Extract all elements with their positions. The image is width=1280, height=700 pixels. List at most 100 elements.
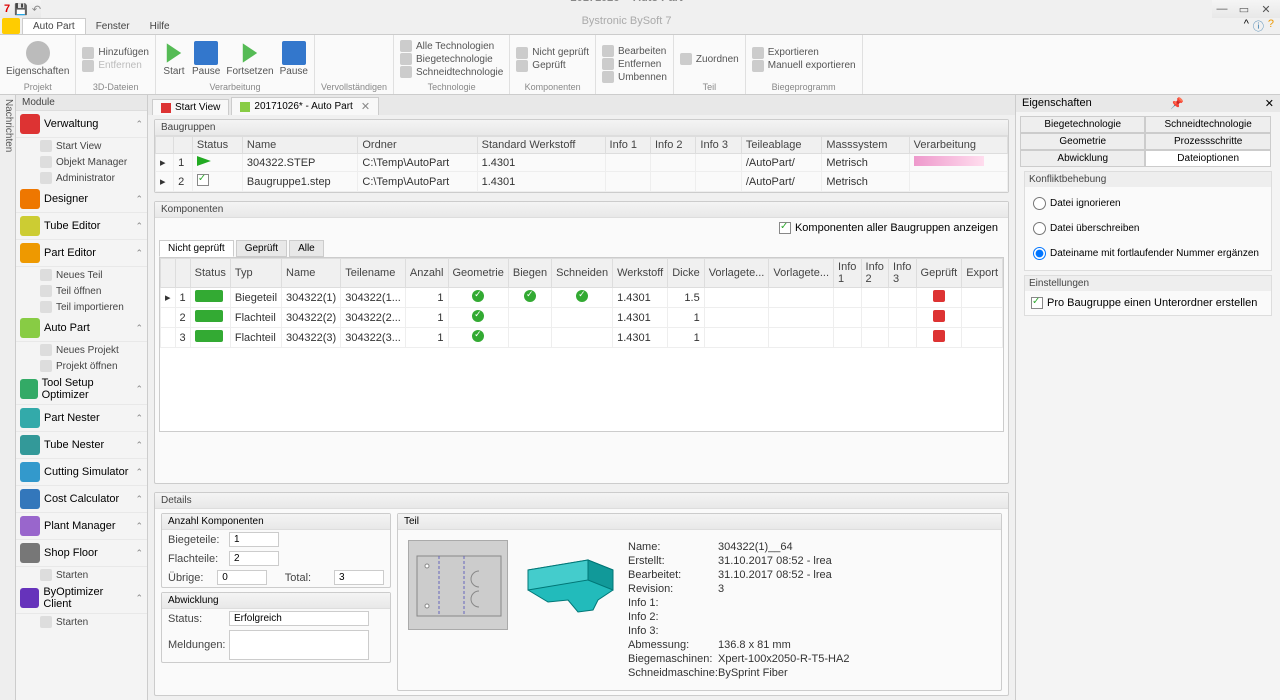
bg-col[interactable]: Info 2 <box>650 137 695 154</box>
k-col[interactable]: Name <box>282 259 341 288</box>
subfolder-checkbox[interactable] <box>1031 297 1043 309</box>
prop-tab-Abwicklung[interactable]: Abwicklung <box>1020 150 1145 167</box>
module-sub-Projekt öffnen[interactable]: Projekt öffnen <box>16 358 147 374</box>
ribbon-Alle Technologien[interactable]: Alle Technologien <box>400 40 503 52</box>
menu-tab-Auto Part[interactable]: Auto Part <box>22 18 86 34</box>
bg-col[interactable]: Masssystem <box>822 137 909 154</box>
module-Tool Setup Optimizer[interactable]: Tool Setup Optimizer⌃ <box>16 374 147 405</box>
doc-tab[interactable]: 20171026* - Auto Part✕ <box>231 97 379 115</box>
module-sub-Administrator[interactable]: Administrator <box>16 170 147 186</box>
ribbon-Bearbeiten[interactable]: Bearbeiten <box>602 45 667 57</box>
module-Verwaltung[interactable]: Verwaltung⌃ <box>16 111 147 138</box>
k-col[interactable]: Dicke <box>668 259 705 288</box>
prop-tab-Dateioptionen[interactable]: Dateioptionen <box>1145 150 1270 167</box>
ribbon-Start[interactable]: Start <box>162 41 186 77</box>
komp-tab-Alle[interactable]: Alle <box>289 240 324 257</box>
bg-col[interactable]: Info 1 <box>605 137 650 154</box>
table-row[interactable]: 3Flachteil304322(3)304322(3...11.43011 <box>161 328 1003 348</box>
k-col[interactable]: Typ <box>230 259 281 288</box>
module-Tube Editor[interactable]: Tube Editor⌃ <box>16 213 147 240</box>
ribbon-Entfernen[interactable]: Entfernen <box>602 58 667 70</box>
k-col[interactable]: Geprüft <box>916 259 962 288</box>
menu-tab-Hilfe[interactable]: Hilfe <box>140 19 180 34</box>
module-sub-Starten[interactable]: Starten <box>16 614 147 630</box>
help-ribbon-icon[interactable]: ^ <box>1244 18 1249 34</box>
ribbon-Hinzufügen[interactable]: Hinzufügen <box>82 47 149 59</box>
bg-col[interactable]: Verarbeitung <box>909 137 1007 154</box>
prop-tab-Schneidtechnologie[interactable]: Schneidtechnologie <box>1145 116 1270 133</box>
k-col[interactable]: Teilename <box>341 259 406 288</box>
bg-col[interactable]: Info 3 <box>696 137 741 154</box>
module-Cost Calculator[interactable]: Cost Calculator⌃ <box>16 486 147 513</box>
radio-0[interactable]: Datei ignorieren <box>1029 191 1267 216</box>
nachrichten-tab[interactable]: Nachrichten <box>0 95 16 700</box>
table-row[interactable]: ▸1Biegeteil304322(1)304322(1...11.43011.… <box>161 288 1003 308</box>
table-row[interactable]: ▸2Baugruppe1.stepC:\Temp\AutoPart1.4301/… <box>156 172 1008 192</box>
close-icon[interactable]: ✕ <box>361 100 370 113</box>
module-Plant Manager[interactable]: Plant Manager⌃ <box>16 513 147 540</box>
ribbon-Geprüft[interactable]: Geprüft <box>516 60 589 72</box>
bg-col[interactable]: Status <box>192 137 242 154</box>
ribbon-Pause[interactable]: Pause <box>280 41 308 77</box>
module-ByOptimizer Client[interactable]: ByOptimizer Client⌃ <box>16 583 147 614</box>
k-col[interactable]: Status <box>190 259 230 288</box>
bg-col[interactable]: Teileablage <box>741 137 821 154</box>
module-Tube Nester[interactable]: Tube Nester⌃ <box>16 432 147 459</box>
k-col[interactable] <box>175 259 190 288</box>
k-col[interactable]: Info 2 <box>861 259 889 288</box>
komp-tab-Nicht geprüft[interactable]: Nicht geprüft <box>159 240 234 257</box>
bg-col[interactable]: Name <box>242 137 357 154</box>
k-col[interactable]: Vorlagete... <box>704 259 769 288</box>
k-col[interactable]: Vorlagete... <box>769 259 834 288</box>
k-col[interactable]: Export <box>962 259 1003 288</box>
komp-tab-Geprüft[interactable]: Geprüft <box>236 240 287 257</box>
undo-icon[interactable]: ↶ <box>32 3 41 16</box>
maximize-button[interactable]: ▭ <box>1234 2 1254 16</box>
module-sub-Neues Projekt[interactable]: Neues Projekt <box>16 342 147 358</box>
ribbon-Fortsetzen[interactable]: Fortsetzen <box>226 41 273 77</box>
module-sub-Teil öffnen[interactable]: Teil öffnen <box>16 283 147 299</box>
module-Designer[interactable]: Designer⌃ <box>16 186 147 213</box>
radio-1[interactable]: Datei überschreiben <box>1029 216 1267 241</box>
ribbon-Eigenschaften[interactable]: Eigenschaften <box>6 41 69 77</box>
prop-tab-Biegetechnologie[interactable]: Biegetechnologie <box>1020 116 1145 133</box>
k-col[interactable]: Biegen <box>508 259 551 288</box>
help-icon[interactable]: ? <box>1268 18 1274 34</box>
menu-tab-Fenster[interactable]: Fenster <box>86 19 140 34</box>
prop-tab-Prozessschritte[interactable]: Prozessschritte <box>1145 133 1270 150</box>
ribbon-Zuordnen[interactable]: Zuordnen <box>680 53 739 65</box>
bg-col[interactable] <box>156 137 174 154</box>
k-col[interactable]: Werkstoff <box>613 259 668 288</box>
radio-2[interactable]: Dateiname mit fortlaufender Nummer ergän… <box>1029 241 1267 266</box>
minimize-button[interactable]: — <box>1212 2 1232 16</box>
doc-tab[interactable]: Start View <box>152 99 229 115</box>
file-button[interactable] <box>2 18 20 34</box>
module-sub-Teil importieren[interactable]: Teil importieren <box>16 299 147 315</box>
ribbon-Umbennen[interactable]: Umbennen <box>602 71 667 83</box>
module-sub-Neues Teil[interactable]: Neues Teil <box>16 267 147 283</box>
props-pin-icon[interactable]: 📌 <box>1170 97 1184 110</box>
prop-tab-Geometrie[interactable]: Geometrie <box>1020 133 1145 150</box>
k-col[interactable]: Info 1 <box>834 259 862 288</box>
table-row[interactable]: 2Flachteil304322(2)304322(2...11.43011 <box>161 308 1003 328</box>
ribbon-Schneidtechnologie[interactable]: Schneidtechnologie <box>400 66 503 78</box>
module-Cutting Simulator[interactable]: Cutting Simulator⌃ <box>16 459 147 486</box>
bg-col[interactable]: Standard Werkstoff <box>477 137 605 154</box>
k-col[interactable] <box>161 259 176 288</box>
k-col[interactable]: Info 3 <box>889 259 917 288</box>
module-sub-Starten[interactable]: Starten <box>16 567 147 583</box>
ribbon-Entfernen[interactable]: Entfernen <box>82 60 149 72</box>
module-Part Editor[interactable]: Part Editor⌃ <box>16 240 147 267</box>
show-all-checkbox[interactable] <box>779 222 791 234</box>
module-Shop Floor[interactable]: Shop Floor⌃ <box>16 540 147 567</box>
k-col[interactable]: Schneiden <box>552 259 613 288</box>
info-icon[interactable]: ⓘ <box>1253 18 1264 34</box>
module-Part Nester[interactable]: Part Nester⌃ <box>16 405 147 432</box>
k-col[interactable]: Anzahl <box>405 259 448 288</box>
ribbon-Pause[interactable]: Pause <box>192 41 220 77</box>
k-col[interactable]: Geometrie <box>448 259 508 288</box>
save-icon[interactable]: 💾 <box>14 3 28 16</box>
table-row[interactable]: ▸1304322.STEPC:\Temp\AutoPart1.4301/Auto… <box>156 154 1008 172</box>
close-button[interactable]: ✕ <box>1256 2 1276 16</box>
ribbon-Manuell exportieren[interactable]: Manuell exportieren <box>752 60 856 72</box>
